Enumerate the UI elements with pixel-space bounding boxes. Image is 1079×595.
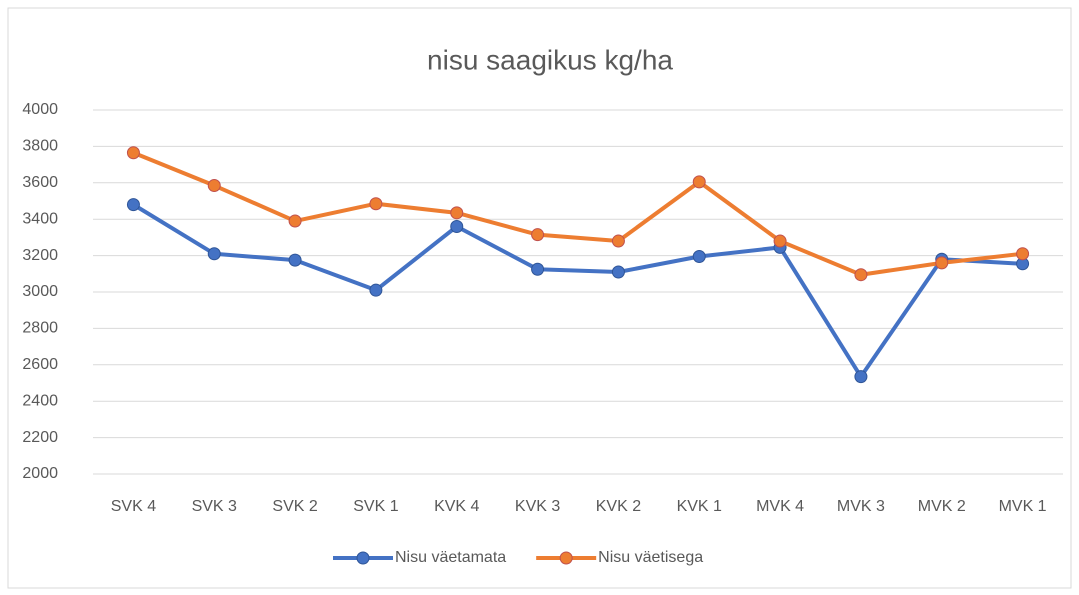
y-tick-label: 3400 [22, 210, 58, 227]
chart-title: nisu saagikus kg/ha [427, 44, 673, 75]
data-point [126, 198, 140, 212]
x-tick-label: SVK 3 [192, 498, 237, 515]
y-tick-label: 3200 [22, 247, 58, 264]
y-tick-label: 2400 [22, 392, 58, 409]
x-tick-label: MVK 4 [756, 498, 804, 515]
x-tick-label: SVK 2 [272, 498, 317, 515]
data-point [531, 262, 545, 276]
x-tick-label: KVK 1 [677, 498, 722, 515]
chart-border [7, 7, 1072, 589]
data-point [531, 228, 545, 242]
series-line [132, 150, 1023, 277]
data-point [450, 206, 464, 220]
data-point [207, 247, 221, 261]
y-tick-label: 2000 [22, 465, 58, 482]
data-point [773, 234, 787, 248]
data-point [854, 370, 868, 384]
x-tick-label: KVK 3 [515, 498, 560, 515]
x-tick-label: SVK 4 [111, 498, 156, 515]
legend-marker [356, 551, 370, 565]
data-point [288, 214, 302, 228]
data-point [369, 283, 383, 297]
data-point [692, 250, 706, 264]
data-point [288, 253, 302, 267]
data-point [1016, 247, 1030, 261]
y-tick-label: 2800 [22, 320, 58, 337]
x-tick-label: MVK 2 [918, 498, 966, 515]
data-point [611, 234, 625, 248]
y-tick-label: 2600 [22, 356, 58, 373]
data-point [692, 175, 706, 189]
y-tick-label: 3000 [22, 283, 58, 300]
data-point [369, 197, 383, 211]
data-point [935, 256, 949, 270]
y-tick-label: 2200 [22, 429, 58, 446]
legend-label: Nisu väetamata [395, 549, 506, 566]
x-tick-label: SVK 1 [353, 498, 398, 515]
data-point [854, 268, 868, 282]
data-point [450, 219, 464, 233]
x-tick-label: KVK 4 [434, 498, 479, 515]
x-tick-label: KVK 2 [596, 498, 641, 515]
data-point [207, 179, 221, 193]
y-tick-label: 4000 [22, 101, 58, 118]
x-tick-label: MVK 3 [837, 498, 885, 515]
x-tick-label: MVK 1 [999, 498, 1047, 515]
data-point [611, 265, 625, 279]
legend-marker [559, 551, 573, 565]
data-point [126, 146, 140, 160]
series-line [132, 202, 1023, 379]
legend-label: Nisu väetisega [598, 549, 703, 566]
y-tick-label: 3600 [22, 174, 58, 191]
y-tick-label: 3800 [22, 138, 58, 155]
